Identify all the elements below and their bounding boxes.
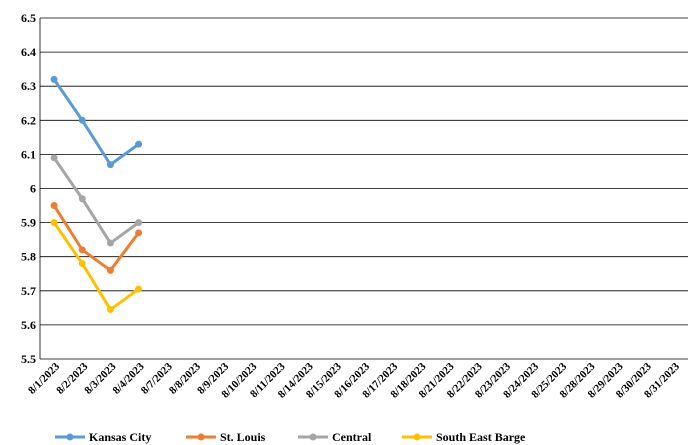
- y-tick-label: 6: [30, 182, 36, 196]
- y-tick-label: 6.4: [21, 45, 36, 59]
- series-lines: [50, 75, 143, 314]
- data-point: [135, 285, 143, 293]
- data-point: [106, 306, 114, 314]
- legend-label: South East Barge: [436, 430, 526, 444]
- legend-item: Central: [298, 430, 372, 444]
- y-tick-label: 5.9: [21, 216, 36, 230]
- legend-label: Central: [332, 430, 372, 444]
- y-axis-ticks: 5.5 5.6 5.7 5.8 5.9 6 6.1 6.2 6.3 6.4 6.5: [21, 11, 36, 366]
- legend: Kansas City St. Louis Central South East Ba…: [55, 430, 526, 444]
- gridlines: [39, 17, 688, 360]
- y-tick-label: 6.1: [21, 147, 36, 161]
- legend-item: Kansas City: [55, 430, 151, 444]
- series-kansas-city: [50, 75, 143, 169]
- legend-item: St. Louis: [186, 430, 266, 444]
- data-point: [135, 229, 143, 237]
- data-point: [78, 260, 86, 268]
- series-line: [52, 78, 140, 167]
- data-point: [50, 154, 58, 162]
- legend-swatch-marker: [309, 433, 317, 441]
- data-point: [50, 219, 58, 227]
- series-line: [52, 221, 140, 312]
- legend-swatch-marker: [197, 433, 205, 441]
- series-line: [52, 156, 140, 245]
- data-point: [106, 161, 114, 169]
- y-tick-label: 5.7: [21, 284, 36, 298]
- data-point: [78, 116, 86, 124]
- legend-swatch-marker: [413, 433, 421, 441]
- data-point: [106, 239, 114, 247]
- data-point: [78, 246, 86, 254]
- series-south-east-barge: [50, 219, 143, 314]
- legend-label: St. Louis: [220, 430, 266, 444]
- legend-swatch-marker: [66, 433, 74, 441]
- x-axis-ticks: 8/1/20238/2/20238/3/20238/4/20238/7/2023…: [26, 360, 682, 400]
- data-point: [135, 219, 143, 227]
- y-tick-label: 6.2: [21, 113, 36, 127]
- y-tick-label: 5.5: [21, 352, 36, 366]
- legend-item: South East Barge: [402, 430, 526, 444]
- y-tick-label: 6.3: [21, 79, 36, 93]
- y-tick-label: 5.6: [21, 318, 36, 332]
- series-st-louis: [50, 202, 143, 274]
- series-central: [50, 154, 143, 247]
- y-tick-label: 5.8: [21, 250, 36, 264]
- data-point: [135, 140, 143, 148]
- y-tick-label: 6.5: [21, 11, 36, 25]
- data-point: [50, 202, 58, 210]
- data-point: [106, 266, 114, 274]
- data-point: [78, 195, 86, 203]
- series-line: [52, 204, 140, 272]
- legend-label: Kansas City: [89, 430, 151, 444]
- data-point: [50, 75, 58, 83]
